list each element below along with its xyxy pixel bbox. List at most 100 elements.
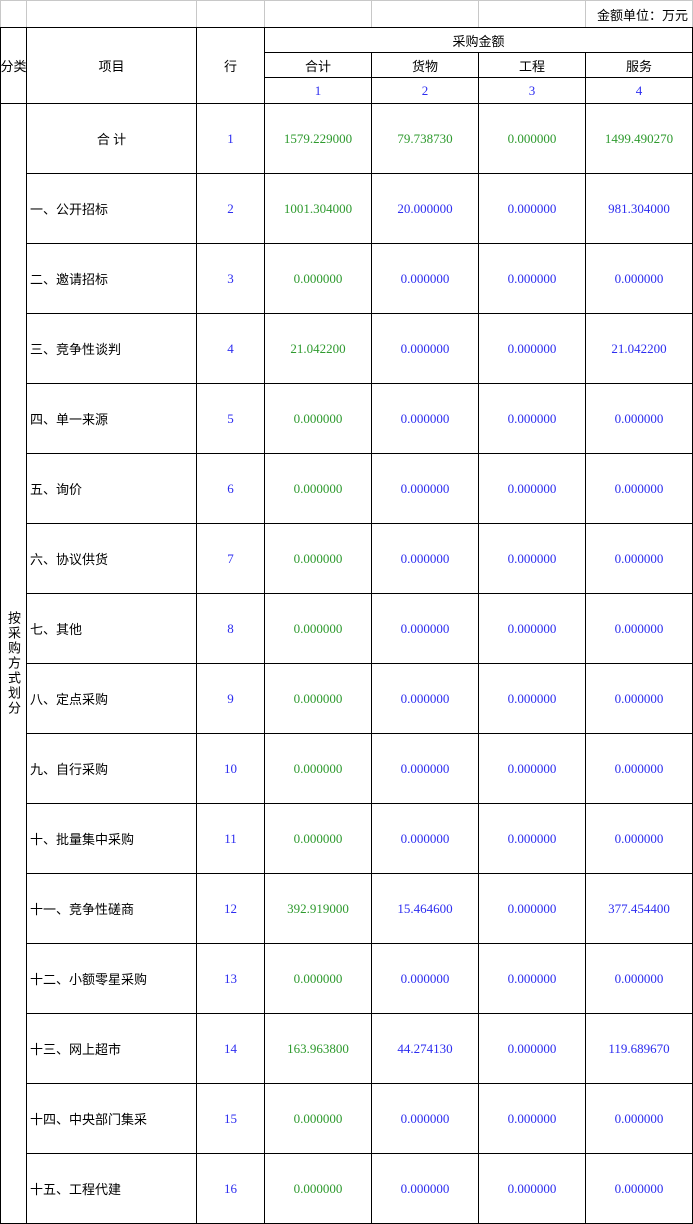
amount-cell: 0.000000 bbox=[478, 453, 586, 524]
amount-cell: 20.000000 bbox=[371, 173, 479, 244]
amount-cell: 163.963800 bbox=[264, 1013, 372, 1084]
amount-cell: 0.000000 bbox=[478, 733, 586, 804]
empty-cell bbox=[26, 0, 197, 28]
row-number: 4 bbox=[196, 313, 265, 384]
row-header: 行 bbox=[196, 27, 265, 104]
amount-cell: 0.000000 bbox=[371, 943, 479, 1014]
item-cell: 合 计 bbox=[26, 103, 197, 174]
item-cell: 十二、小额零星采购 bbox=[26, 943, 197, 1014]
row-number: 9 bbox=[196, 663, 265, 734]
amount-cell: 377.454400 bbox=[585, 873, 693, 944]
row-number: 7 bbox=[196, 523, 265, 594]
amount-cell: 0.000000 bbox=[371, 1083, 479, 1154]
empty-cell bbox=[196, 0, 265, 28]
amount-cell: 0.000000 bbox=[585, 453, 693, 524]
amount-cell: 0.000000 bbox=[371, 663, 479, 734]
amount-cell: 0.000000 bbox=[585, 733, 693, 804]
amount-cell: 0.000000 bbox=[478, 523, 586, 594]
amount-cell: 0.000000 bbox=[371, 313, 479, 384]
column-number: 1 bbox=[264, 77, 372, 104]
column-number: 4 bbox=[585, 77, 693, 104]
amount-cell: 0.000000 bbox=[478, 803, 586, 874]
amount-cell: 0.000000 bbox=[478, 383, 586, 454]
unit-label: 金额单位：万元 bbox=[585, 0, 693, 28]
amount-cell: 0.000000 bbox=[478, 873, 586, 944]
amount-cell: 0.000000 bbox=[478, 103, 586, 174]
row-number: 11 bbox=[196, 803, 265, 874]
amount-cell: 0.000000 bbox=[478, 1083, 586, 1154]
row-number: 14 bbox=[196, 1013, 265, 1084]
empty-cell bbox=[478, 0, 586, 28]
row-number: 16 bbox=[196, 1153, 265, 1224]
column-header: 合计 bbox=[264, 52, 372, 78]
empty-cell bbox=[264, 0, 372, 28]
column-header: 服务 bbox=[585, 52, 693, 78]
row-number: 13 bbox=[196, 943, 265, 1014]
amount-cell: 0.000000 bbox=[371, 243, 479, 314]
item-cell: 十、批量集中采购 bbox=[26, 803, 197, 874]
group-header: 采购金额 bbox=[264, 27, 693, 53]
amount-cell: 0.000000 bbox=[264, 663, 372, 734]
item-cell: 七、其他 bbox=[26, 593, 197, 664]
row-number: 8 bbox=[196, 593, 265, 664]
amount-cell: 0.000000 bbox=[585, 1153, 693, 1224]
row-number: 10 bbox=[196, 733, 265, 804]
empty-cell bbox=[371, 0, 479, 28]
row-number: 1 bbox=[196, 103, 265, 174]
item-cell: 十三、网上超市 bbox=[26, 1013, 197, 1084]
amount-cell: 0.000000 bbox=[371, 383, 479, 454]
item-header: 项目 bbox=[26, 27, 197, 104]
item-cell: 六、协议供货 bbox=[26, 523, 197, 594]
amount-cell: 0.000000 bbox=[585, 523, 693, 594]
item-cell: 九、自行采购 bbox=[26, 733, 197, 804]
item-cell: 一、公开招标 bbox=[26, 173, 197, 244]
amount-cell: 0.000000 bbox=[585, 663, 693, 734]
amount-cell: 0.000000 bbox=[478, 313, 586, 384]
amount-cell: 981.304000 bbox=[585, 173, 693, 244]
amount-cell: 0.000000 bbox=[478, 593, 586, 664]
amount-cell: 0.000000 bbox=[371, 733, 479, 804]
amount-cell: 0.000000 bbox=[478, 1013, 586, 1084]
amount-cell: 44.274130 bbox=[371, 1013, 479, 1084]
amount-cell: 1001.304000 bbox=[264, 173, 372, 244]
amount-cell: 0.000000 bbox=[585, 943, 693, 1014]
amount-cell: 0.000000 bbox=[585, 803, 693, 874]
amount-cell: 0.000000 bbox=[478, 663, 586, 734]
amount-cell: 0.000000 bbox=[371, 803, 479, 874]
amount-cell: 0.000000 bbox=[371, 1153, 479, 1224]
empty-cell bbox=[0, 0, 27, 28]
amount-cell: 0.000000 bbox=[264, 733, 372, 804]
amount-cell: 0.000000 bbox=[264, 453, 372, 524]
row-number: 6 bbox=[196, 453, 265, 524]
amount-cell: 0.000000 bbox=[264, 943, 372, 1014]
row-number: 12 bbox=[196, 873, 265, 944]
category-label: 按采购方式划分 bbox=[0, 103, 27, 1224]
amount-cell: 0.000000 bbox=[478, 173, 586, 244]
item-cell: 十四、中央部门集采 bbox=[26, 1083, 197, 1154]
item-cell: 八、定点采购 bbox=[26, 663, 197, 734]
amount-cell: 0.000000 bbox=[585, 243, 693, 314]
amount-cell: 21.042200 bbox=[585, 313, 693, 384]
amount-cell: 0.000000 bbox=[478, 243, 586, 314]
item-cell: 十五、工程代建 bbox=[26, 1153, 197, 1224]
amount-cell: 0.000000 bbox=[371, 593, 479, 664]
amount-cell: 0.000000 bbox=[585, 383, 693, 454]
amount-cell: 0.000000 bbox=[264, 803, 372, 874]
row-number: 15 bbox=[196, 1083, 265, 1154]
amount-cell: 0.000000 bbox=[264, 523, 372, 594]
column-number: 3 bbox=[478, 77, 586, 104]
amount-cell: 1579.229000 bbox=[264, 103, 372, 174]
item-cell: 二、邀请招标 bbox=[26, 243, 197, 314]
amount-cell: 1499.490270 bbox=[585, 103, 693, 174]
amount-cell: 0.000000 bbox=[264, 1083, 372, 1154]
amount-cell: 0.000000 bbox=[371, 453, 479, 524]
amount-cell: 15.464600 bbox=[371, 873, 479, 944]
amount-cell: 0.000000 bbox=[264, 243, 372, 314]
amount-cell: 0.000000 bbox=[478, 943, 586, 1014]
amount-cell: 0.000000 bbox=[371, 523, 479, 594]
column-header: 工程 bbox=[478, 52, 586, 78]
column-header: 货物 bbox=[371, 52, 479, 78]
amount-cell: 119.689670 bbox=[585, 1013, 693, 1084]
column-number: 2 bbox=[371, 77, 479, 104]
